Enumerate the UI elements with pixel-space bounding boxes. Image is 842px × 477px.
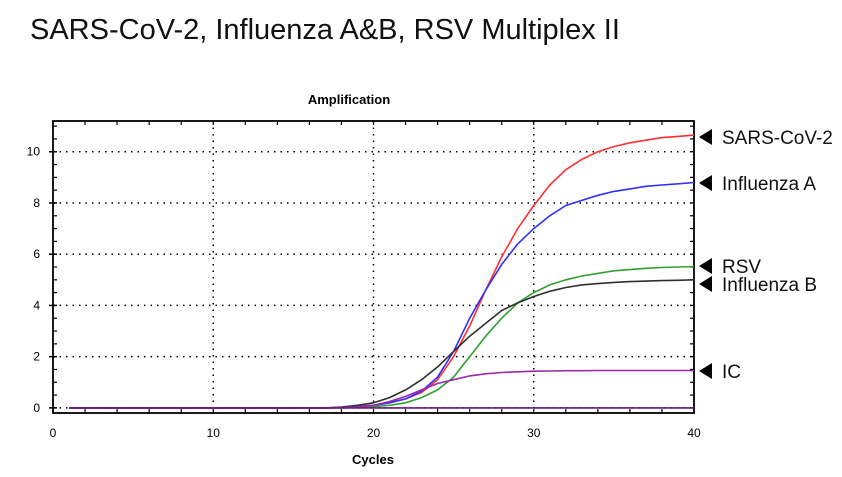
x-tick-label: 10: [207, 426, 221, 440]
pointer-arrow-icon: [699, 129, 712, 145]
chart-title: Amplification: [308, 92, 390, 107]
series-line-ic: [69, 369, 694, 409]
pointer-arrow-icon: [699, 276, 712, 292]
pointer-arrow-icon: [699, 175, 712, 191]
series-line-rsv: [69, 265, 695, 409]
x-tick-label: 30: [527, 426, 541, 440]
series-annotation: Influenza B: [722, 275, 817, 296]
y-tick-label: 6: [33, 247, 40, 261]
series-annotation: IC: [722, 362, 741, 383]
x-tick-label: 40: [687, 426, 701, 440]
series-line-influenza-a: [69, 181, 695, 409]
x-tick-label: 20: [367, 426, 381, 440]
y-tick-label: 4: [33, 298, 40, 312]
y-tick-label: 2: [33, 350, 40, 364]
series-line-influenza-b: [69, 279, 695, 409]
page-title: SARS-CoV-2, Influenza A&B, RSV Multiplex…: [30, 14, 620, 46]
y-tick-label: 8: [33, 196, 40, 210]
pointer-arrow-icon: [699, 258, 712, 274]
y-tick-label: 0: [33, 401, 40, 415]
series-annotation: SARS-CoV-2: [722, 128, 833, 149]
x-tick-label: 0: [50, 426, 57, 440]
series-annotation: RSV: [722, 257, 761, 278]
y-tick-label: 10: [27, 145, 41, 159]
x-axis-label: Cycles: [352, 452, 394, 467]
series-annotation: Influenza A: [722, 174, 816, 195]
pointer-arrow-icon: [699, 363, 712, 379]
series-line-sars-cov-2: [69, 134, 695, 409]
